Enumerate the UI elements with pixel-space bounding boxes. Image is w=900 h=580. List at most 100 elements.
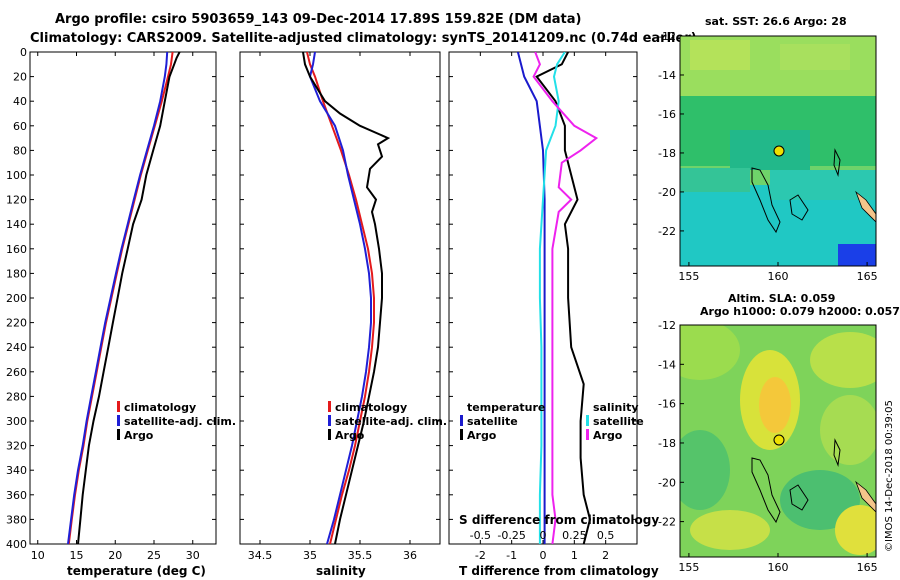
- depth-tick-label: 160: [6, 243, 27, 256]
- figure-title-line1: Argo profile: csiro 5903659_143 09-Dec-2…: [55, 12, 581, 27]
- legend-label-climatology: climatology: [335, 401, 407, 414]
- difference-t-x-tick-label: 0: [540, 549, 547, 562]
- difference-t-x-tick-label: 1: [571, 549, 578, 562]
- depth-tick-label: 40: [13, 95, 27, 108]
- legend-swatch-argo: [117, 429, 120, 440]
- salinity-x-tick-label: 36: [403, 549, 417, 562]
- salinity-x-tick-label: 35.5: [348, 549, 373, 562]
- map-lat-tick-label: -22: [658, 516, 676, 529]
- legend-swatch-climatology: [328, 401, 331, 412]
- series-line-temperature-argo: [535, 52, 592, 544]
- sst-map-ticks: 155 160 165 -12 -14 -16 -18 -20 -22: [658, 30, 878, 283]
- legend-label-satellite: satellite-adj. clim.: [335, 415, 447, 428]
- legend-swatch-temp-satellite: [460, 415, 463, 426]
- depth-tick-label: 220: [6, 317, 27, 330]
- legend-swatch-argo: [328, 429, 331, 440]
- depth-tick-label: 180: [6, 267, 27, 280]
- depth-tick-label: 260: [6, 366, 27, 379]
- salinity-legend: climatology satellite-adj. clim. Argo: [328, 401, 447, 442]
- temperature-x-ticks: 10 15 20 25 30: [31, 52, 200, 562]
- map-lat-tick-label: -14: [658, 69, 676, 82]
- reef-outline: [751, 167, 781, 234]
- depth-tick-label: 360: [6, 489, 27, 502]
- legend-label-temp-satellite: satellite: [467, 415, 518, 428]
- difference-s-x-tick-label: -0.25: [497, 529, 525, 542]
- sla-blob: [680, 325, 740, 380]
- sla-blob: [810, 332, 876, 388]
- legend-label-argo: Argo: [335, 429, 365, 442]
- sla-high: [759, 377, 791, 433]
- temperature-x-tick-label: 20: [108, 549, 122, 562]
- depth-tick-label: 320: [6, 440, 27, 453]
- sla-blob: [820, 395, 876, 465]
- legend-label-argo: Argo: [124, 429, 154, 442]
- series-line-temperature-satellite: [516, 52, 546, 544]
- imos-stamp: ©IMOS 14-Dec-2018 00:39:05: [884, 400, 895, 552]
- temperature-series: [67, 52, 181, 544]
- difference-s-x-tick-label: 0: [540, 529, 547, 542]
- map-lat-tick-label: -22: [658, 225, 676, 238]
- depth-tick-label: 380: [6, 513, 27, 526]
- salinity-x-label: salinity: [316, 564, 366, 578]
- difference-s-x-tick-label: -0.5: [470, 529, 491, 542]
- salinity-x-tick-label: 34.5: [248, 549, 273, 562]
- sst-warm-patch: [690, 40, 750, 70]
- sst-argo-marker: [773, 145, 785, 157]
- reef-outline: [833, 438, 841, 467]
- legend-swatch-climatology: [117, 401, 120, 412]
- difference-x-label: T difference from climatology: [459, 564, 659, 578]
- legend-label-salt-argo: Argo: [593, 429, 623, 442]
- depth-axis: 0 20 40 60 80 100 120 140 160 180 200 220 240 260 280 3…: [6, 46, 637, 551]
- map-lat-tick-label: -16: [658, 398, 676, 411]
- sst-cold-corner: [838, 244, 876, 266]
- series-line-climatology: [306, 52, 375, 544]
- difference-s-x-tick-label: 0.25: [562, 529, 587, 542]
- sla-map-title-1: Altim. SLA: 0.059: [728, 292, 835, 305]
- land-outline: [855, 190, 876, 223]
- difference-t-x-tick-label: -1: [506, 549, 517, 562]
- difference-series: [516, 52, 599, 544]
- reef-outline: [789, 194, 809, 221]
- map-lat-tick-label: -20: [658, 186, 676, 199]
- legend-swatch-temp-argo: [460, 429, 463, 440]
- map-lon-tick-label: 155: [678, 561, 699, 574]
- map-lon-tick-label: 160: [768, 561, 789, 574]
- map-lat-tick-label: -18: [658, 147, 676, 160]
- map-lat-tick-label: -14: [658, 358, 676, 371]
- depth-tick-label: 80: [13, 144, 27, 157]
- sla-map-title-2: Argo h1000: 0.079 h2000: 0.057: [700, 305, 900, 318]
- depth-tick-label: 120: [6, 194, 27, 207]
- series-line-satellite-adj-clim-: [67, 52, 169, 544]
- legend-swatch-satellite: [117, 415, 120, 426]
- difference-s-x-tick-label: 0.5: [597, 529, 615, 542]
- salinity-series: [302, 52, 391, 544]
- legend-swatch-salt-satellite: [586, 415, 589, 426]
- sla-blob: [835, 505, 876, 555]
- depth-tick-label: 340: [6, 464, 27, 477]
- depth-tick-label: 300: [6, 415, 27, 428]
- reef-outline: [751, 457, 781, 524]
- legend-title-salinity: salinity: [593, 401, 639, 414]
- depth-tick-label: 400: [6, 538, 27, 551]
- difference-t-x-tick-label: -2: [475, 549, 486, 562]
- difference-salinity-legend: salinity satellite Argo: [586, 401, 644, 442]
- map-lat-tick-label: -12: [658, 30, 676, 43]
- depth-tick-label: 140: [6, 218, 27, 231]
- legend-label-salt-satellite: satellite: [593, 415, 644, 428]
- salinity-x-tick-label: 35: [303, 549, 317, 562]
- temperature-x-tick-label: 15: [70, 549, 84, 562]
- map-lat-tick-label: -12: [658, 319, 676, 332]
- depth-tick-label: 20: [13, 71, 27, 84]
- difference-x-ticks: -2 -1 0 1 2 -0.5 -0.25 0 0.25 0.5: [470, 52, 615, 562]
- map-lon-tick-label: 165: [857, 270, 878, 283]
- difference-top-x-label: S difference from climatology: [459, 513, 659, 527]
- figure-title-line2: Climatology: CARS2009. Satellite-adjuste…: [30, 31, 697, 46]
- sla-map-ticks: 155 160 165 -12 -14 -16 -18 -20 -22: [658, 319, 878, 574]
- series-line-salinity-argo: [532, 52, 599, 544]
- series-line-salinity-satellite: [538, 52, 566, 544]
- legend-swatch-satellite: [328, 415, 331, 426]
- series-line-argo: [77, 52, 181, 544]
- series-line-climatology: [67, 52, 174, 544]
- depth-tick-label: 60: [13, 120, 27, 133]
- sla-map: [680, 325, 876, 557]
